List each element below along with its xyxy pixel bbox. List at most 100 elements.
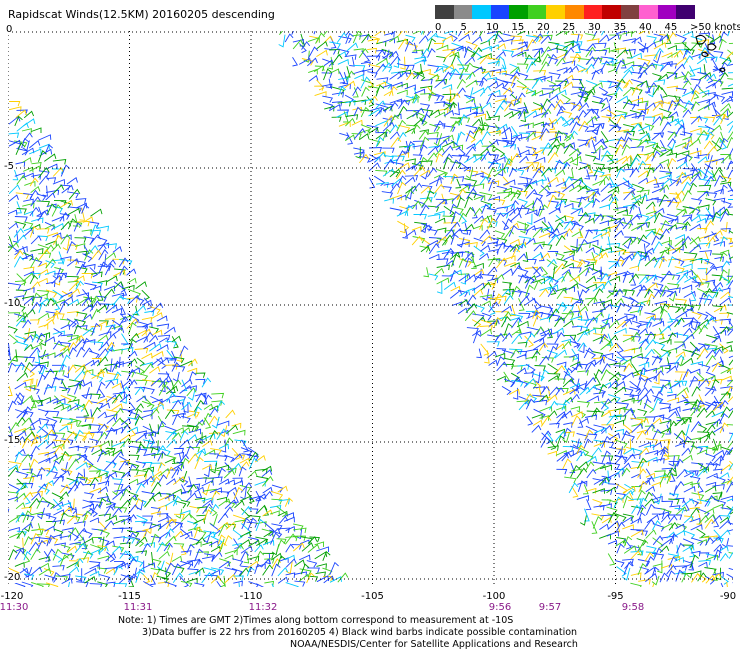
wind-barb xyxy=(613,419,625,426)
wind-barb xyxy=(525,398,535,410)
wind-barb xyxy=(509,212,522,222)
wind-barb xyxy=(321,72,333,79)
wind-barb xyxy=(554,316,565,327)
wind-barb xyxy=(144,496,156,508)
wind-barb xyxy=(352,69,365,76)
wind-barb xyxy=(585,115,598,126)
wind-barb xyxy=(74,318,87,327)
wind-barb xyxy=(518,312,531,319)
wind-barb xyxy=(623,65,634,74)
wind-barb xyxy=(436,65,448,73)
wind-barb xyxy=(38,175,50,185)
wind-barb xyxy=(652,535,664,546)
wind-barb xyxy=(583,328,597,335)
wind-barb xyxy=(418,35,429,44)
wind-barb xyxy=(608,371,621,381)
wind-barb xyxy=(112,470,126,478)
wind-barb xyxy=(659,308,668,321)
wind-barb xyxy=(690,115,703,125)
wind-barb xyxy=(195,536,206,545)
wind-barb xyxy=(421,237,431,248)
wind-barb xyxy=(570,41,583,47)
wind-barb xyxy=(120,459,130,466)
wind-barb xyxy=(654,414,665,421)
wind-barb xyxy=(578,91,589,103)
wind-barb xyxy=(593,300,605,307)
wind-barb xyxy=(568,148,581,157)
wind-barb xyxy=(509,152,521,164)
wind-barb xyxy=(667,515,678,524)
wind-barb xyxy=(220,439,227,453)
wind-barb xyxy=(599,354,608,365)
wind-barb xyxy=(389,131,400,140)
wind-barb xyxy=(600,105,611,112)
wind-barb xyxy=(518,198,528,207)
wind-barb xyxy=(516,242,527,253)
wind-barb xyxy=(571,415,581,426)
wind-barb xyxy=(624,313,636,320)
wind-barb xyxy=(592,478,606,486)
wind-barb xyxy=(433,172,447,179)
wind-barb xyxy=(60,324,71,330)
wind-barb xyxy=(270,490,284,500)
wind-barb xyxy=(472,288,484,297)
wind-barb xyxy=(201,479,214,487)
wind-barb xyxy=(73,370,86,381)
wind-barb xyxy=(494,332,505,343)
wind-barb xyxy=(584,169,591,180)
wind-barb xyxy=(15,109,27,119)
wind-barb xyxy=(616,95,629,104)
wind-barb xyxy=(8,355,19,366)
wind-barb xyxy=(37,408,49,417)
wind-barb xyxy=(555,199,567,208)
wind-barb xyxy=(502,363,515,370)
wind-barb xyxy=(487,266,498,276)
wind-barb xyxy=(615,59,625,73)
wind-barb xyxy=(556,258,568,266)
wind-barb xyxy=(24,521,32,533)
wind-barb xyxy=(653,39,663,46)
wind-barb xyxy=(141,352,153,360)
wind-barb xyxy=(15,502,26,510)
wind-barb xyxy=(541,108,552,118)
wind-barb xyxy=(51,243,61,252)
wind-barb xyxy=(119,360,133,367)
wind-barb xyxy=(706,424,716,433)
wind-barb xyxy=(526,38,537,51)
wind-barb xyxy=(179,439,190,448)
wind-barb xyxy=(591,268,604,278)
wind-barb xyxy=(600,131,609,144)
wind-barb xyxy=(689,127,702,134)
wind-barb xyxy=(623,79,633,89)
wind-barb xyxy=(202,433,216,441)
wind-barb xyxy=(120,417,132,426)
wind-barb xyxy=(405,164,416,172)
legend-label: 0 xyxy=(435,22,442,33)
wind-barb xyxy=(622,270,632,283)
legend-swatch xyxy=(639,5,659,19)
wind-barb xyxy=(223,469,235,479)
wind-barb xyxy=(697,462,709,473)
wind-barb xyxy=(23,551,32,561)
note-line-3: NOAA/NESDIS/Center for Satellite Applica… xyxy=(290,639,578,650)
wind-barb xyxy=(495,123,508,132)
wind-barb xyxy=(704,316,715,328)
wind-barb xyxy=(586,455,598,463)
wind-barb xyxy=(539,326,547,337)
wind-barb xyxy=(81,430,93,441)
wind-barb xyxy=(98,545,109,555)
wind-barb xyxy=(487,60,500,67)
wind-barb xyxy=(143,331,154,343)
wind-barb xyxy=(194,435,207,442)
wind-barb xyxy=(434,267,445,276)
wind-barb xyxy=(666,72,678,79)
wind-barb xyxy=(727,206,733,208)
wind-barb xyxy=(601,499,612,505)
wind-barb xyxy=(726,573,733,584)
wind-barb xyxy=(726,304,733,306)
wind-barb xyxy=(193,448,207,457)
wind-barb xyxy=(223,506,234,516)
wind-barb xyxy=(547,79,557,89)
wind-barb xyxy=(509,185,524,194)
wind-barb xyxy=(503,378,516,387)
